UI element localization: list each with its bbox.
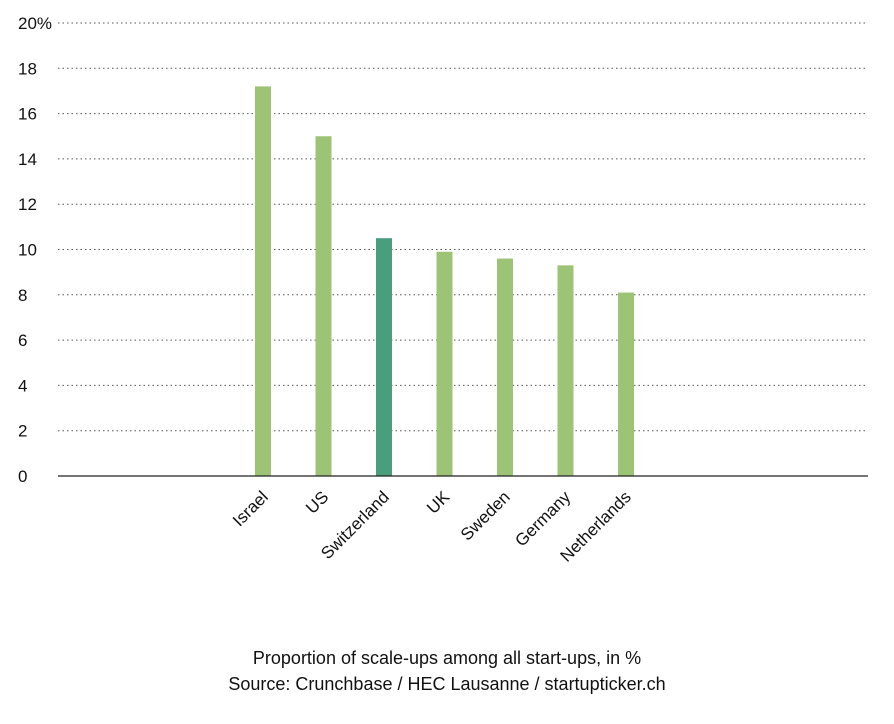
y-tick-label: 2 (18, 422, 27, 441)
bar-sweden (497, 258, 513, 476)
y-tick-label: 20% (18, 14, 52, 33)
x-tick-label-sweden: Sweden (457, 487, 514, 544)
bar-us (315, 136, 332, 476)
bar-uk (436, 251, 453, 476)
x-tick-label-us: US (302, 487, 332, 517)
bar-israel (255, 86, 271, 477)
y-tick-label: 0 (18, 467, 27, 486)
bar-switzerland (376, 238, 392, 476)
y-tick-label: 8 (18, 286, 27, 305)
y-tick-label: 4 (18, 376, 27, 395)
gridlines (58, 22, 868, 432)
x-tick-label-germany: Germany (511, 487, 574, 550)
y-tick-label: 12 (18, 195, 37, 214)
chart-caption-source: Source: Crunchbase / HEC Lausanne / star… (228, 674, 666, 694)
y-tick-label: 6 (18, 331, 27, 350)
x-tick-label-uk: UK (423, 487, 454, 518)
bars (255, 86, 634, 477)
y-axis-ticks: 0 2 4 6 8 10 12 14 16 18 20% (18, 14, 52, 486)
y-tick-label: 14 (18, 150, 37, 169)
chart-caption-title: Proportion of scale-ups among all start-… (252, 648, 642, 668)
bar-netherlands (618, 292, 634, 476)
y-tick-label: 10 (18, 241, 37, 260)
x-tick-label-israel: Israel (229, 487, 272, 530)
bar-germany (557, 265, 574, 476)
y-tick-label: 16 (18, 105, 37, 124)
y-tick-label: 18 (18, 59, 37, 78)
